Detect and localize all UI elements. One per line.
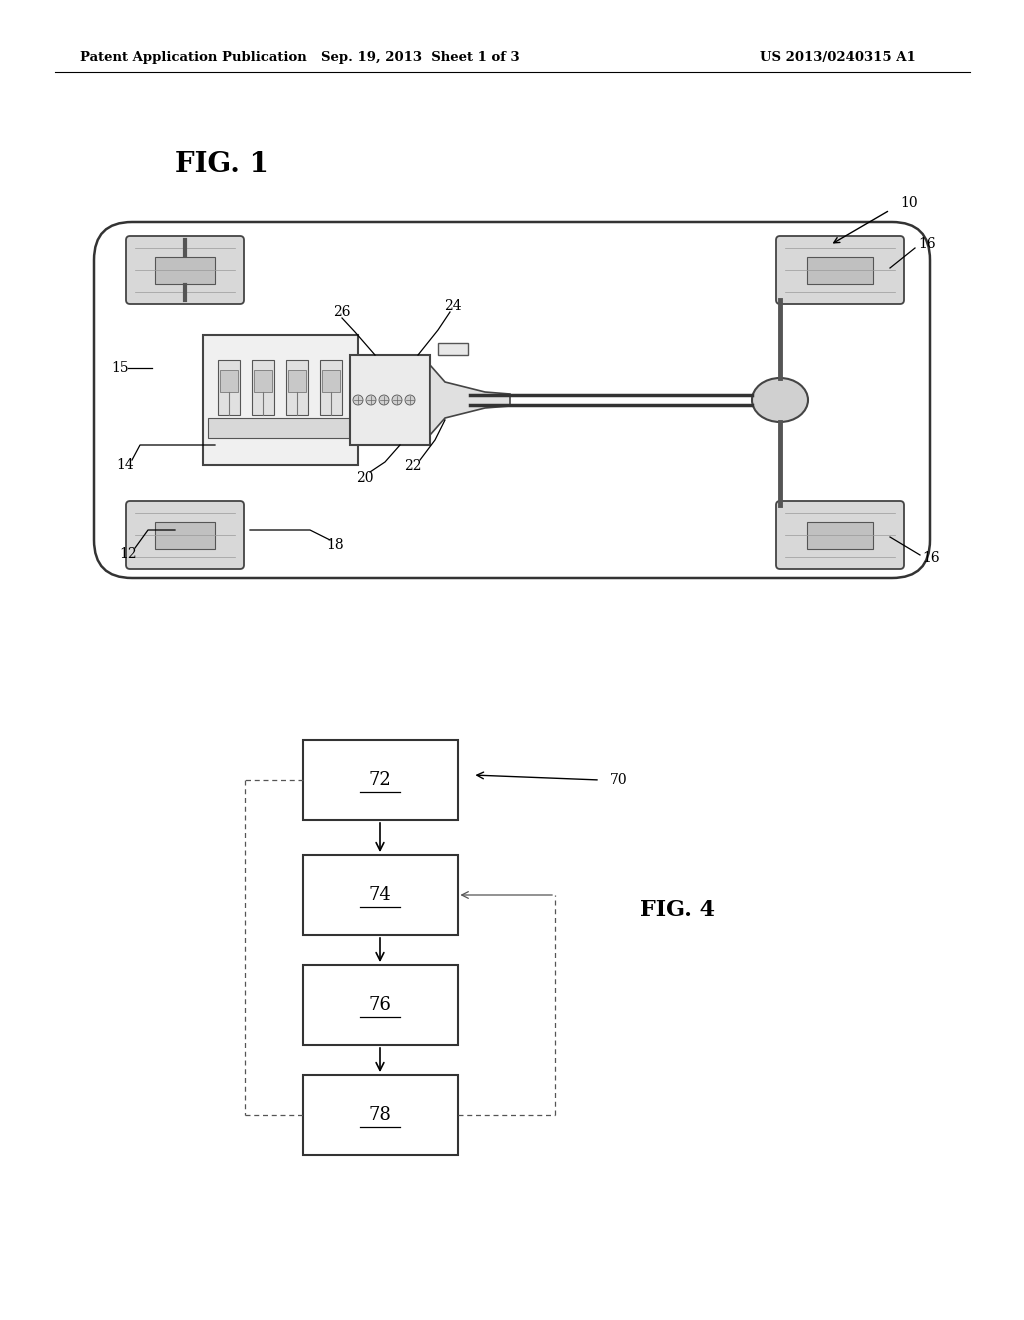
Text: 16: 16 bbox=[922, 550, 940, 565]
Bar bbox=[208, 418, 352, 438]
Text: 20: 20 bbox=[356, 471, 374, 484]
Circle shape bbox=[379, 395, 389, 405]
Bar bbox=[302, 965, 458, 1045]
Bar bbox=[286, 360, 307, 414]
Bar bbox=[155, 521, 215, 549]
Text: 70: 70 bbox=[610, 774, 628, 787]
Bar bbox=[155, 256, 215, 284]
FancyBboxPatch shape bbox=[126, 236, 244, 304]
Polygon shape bbox=[430, 366, 510, 436]
Text: FIG. 1: FIG. 1 bbox=[175, 152, 269, 178]
Text: 10: 10 bbox=[900, 195, 918, 210]
Text: Sep. 19, 2013  Sheet 1 of 3: Sep. 19, 2013 Sheet 1 of 3 bbox=[321, 51, 519, 65]
Bar bbox=[807, 256, 873, 284]
Bar bbox=[217, 360, 240, 414]
Bar bbox=[438, 343, 468, 355]
Text: 24: 24 bbox=[444, 300, 462, 313]
Bar bbox=[219, 370, 238, 392]
Circle shape bbox=[406, 395, 415, 405]
FancyBboxPatch shape bbox=[126, 502, 244, 569]
Circle shape bbox=[392, 395, 402, 405]
Bar bbox=[302, 741, 458, 820]
Text: 78: 78 bbox=[369, 1106, 391, 1125]
Bar bbox=[807, 521, 873, 549]
FancyBboxPatch shape bbox=[94, 222, 930, 578]
Text: 15: 15 bbox=[112, 360, 129, 375]
Bar bbox=[302, 855, 458, 935]
Bar bbox=[288, 370, 305, 392]
FancyBboxPatch shape bbox=[776, 236, 904, 304]
Bar bbox=[319, 360, 341, 414]
Text: 26: 26 bbox=[333, 305, 351, 319]
Text: Patent Application Publication: Patent Application Publication bbox=[80, 51, 307, 65]
Text: 72: 72 bbox=[369, 771, 391, 789]
Bar bbox=[302, 1074, 458, 1155]
FancyBboxPatch shape bbox=[776, 502, 904, 569]
Text: 12: 12 bbox=[119, 546, 137, 561]
Ellipse shape bbox=[752, 378, 808, 422]
Text: US 2013/0240315 A1: US 2013/0240315 A1 bbox=[760, 51, 915, 65]
Bar bbox=[252, 360, 273, 414]
Text: 76: 76 bbox=[369, 997, 391, 1014]
Text: FIG. 4: FIG. 4 bbox=[640, 899, 715, 921]
Text: 74: 74 bbox=[369, 886, 391, 904]
Circle shape bbox=[353, 395, 362, 405]
Text: 16: 16 bbox=[918, 238, 936, 251]
Bar bbox=[350, 355, 430, 445]
Bar bbox=[203, 335, 357, 465]
Text: 22: 22 bbox=[404, 459, 422, 473]
Text: 14: 14 bbox=[116, 458, 134, 473]
Text: 18: 18 bbox=[327, 539, 344, 552]
Bar bbox=[322, 370, 340, 392]
Bar bbox=[254, 370, 271, 392]
Circle shape bbox=[366, 395, 376, 405]
